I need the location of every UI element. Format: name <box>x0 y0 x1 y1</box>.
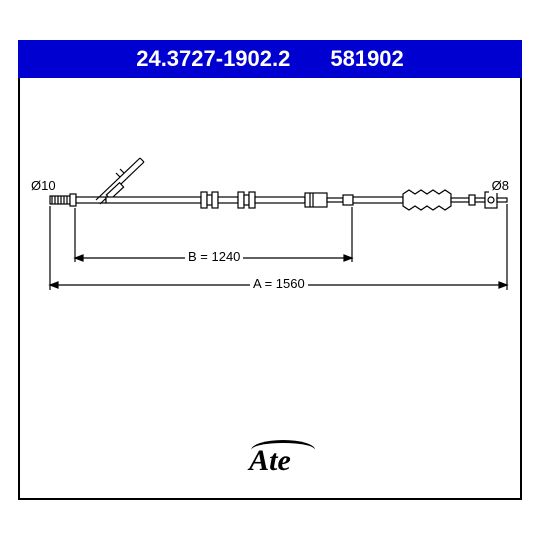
left-diameter-label: Ø10 <box>28 178 59 193</box>
drawing-area: Ø10 Ø8 B = 1240 A = 1560 Ate <box>20 80 520 498</box>
header-bar: 24.3727-1902.2 581902 <box>18 40 522 78</box>
dimension-a-label: A = 1560 <box>250 276 308 291</box>
right-diameter-label: Ø8 <box>489 178 512 193</box>
secondary-number: 581902 <box>330 46 403 72</box>
dimension-b-label: B = 1240 <box>185 249 243 264</box>
brand-logo: Ate <box>249 444 291 478</box>
part-number: 24.3727-1902.2 <box>136 46 290 72</box>
